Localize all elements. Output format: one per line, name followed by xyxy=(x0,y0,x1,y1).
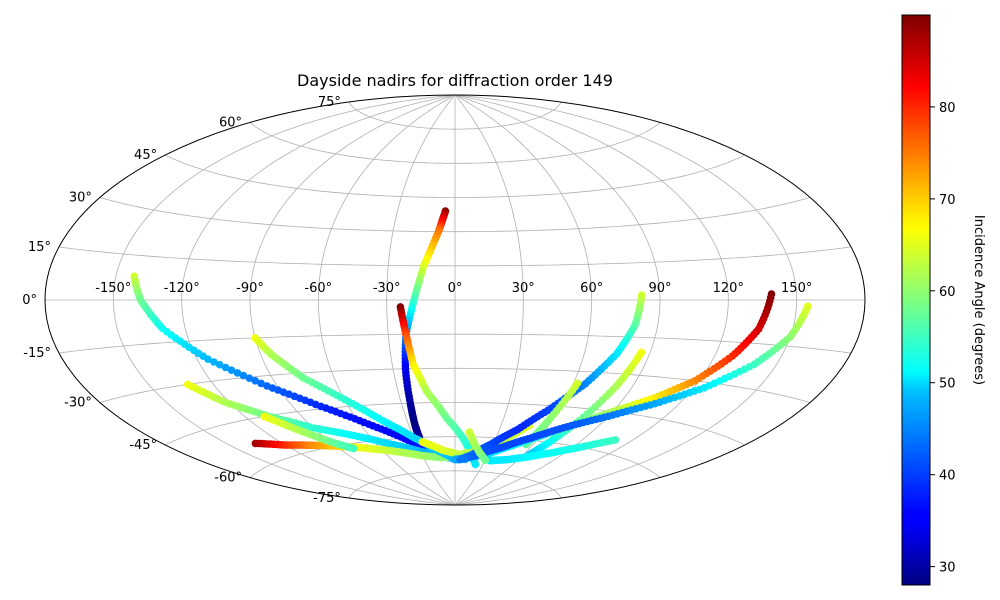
parallel-line xyxy=(249,122,661,164)
longitude-tick-label: 120° xyxy=(713,281,744,296)
nadir-point xyxy=(245,374,254,383)
parallel-line xyxy=(99,197,811,233)
longitude-tick-label: 150° xyxy=(781,281,812,296)
latitude-tick-label: 75° xyxy=(318,95,341,110)
chart-title: Dayside nadirs for diffraction order 149 xyxy=(297,71,613,90)
latitude-tick-label: -45° xyxy=(129,438,157,453)
parallel-line xyxy=(348,470,562,499)
colorbar: 30 40 50 60 70 80 Incidence Angle (degrees) xyxy=(901,14,986,586)
graticule xyxy=(45,95,865,505)
longitude-tick-label: 90° xyxy=(648,281,671,296)
longitude-tick-label: -120° xyxy=(164,281,200,296)
latitude-tick-label: -30° xyxy=(64,396,92,411)
latitude-tick-label: -60° xyxy=(214,471,242,486)
colorbar-tick-label: 30 xyxy=(939,561,956,576)
latitude-tick-label: -15° xyxy=(23,346,51,361)
nadir-point xyxy=(251,377,259,385)
longitude-tick-label: 60° xyxy=(580,281,603,296)
colorbar-tick-label: 40 xyxy=(939,469,956,484)
longitude-tick-label: -150° xyxy=(95,281,131,296)
latitude-tick-label: 45° xyxy=(134,148,157,163)
nadir-point xyxy=(204,355,212,364)
nadir-point xyxy=(471,460,480,469)
colorbar-gradient xyxy=(901,14,931,586)
nadir-point xyxy=(349,444,358,453)
nadir-point xyxy=(233,369,242,377)
colorbar-tick-label: 50 xyxy=(939,377,956,392)
longitude-tick-label: -90° xyxy=(236,281,264,296)
parallel-line xyxy=(58,333,852,354)
parallel-line xyxy=(348,101,562,130)
nadir-point xyxy=(481,456,490,465)
scatter-points xyxy=(130,207,812,469)
latitude-tick-labels: 75° 60° 45° 30° 15° 0° -15° -30° -45° -60° -75° xyxy=(22,95,341,506)
nadir-point xyxy=(239,371,248,380)
longitude-tick-label: -60° xyxy=(304,281,332,296)
latitude-tick-label: 60° xyxy=(219,116,242,131)
nadir-point xyxy=(456,455,464,464)
colorbar-tick-label: 80 xyxy=(939,101,956,116)
longitude-tick-labels: -150° -120° -90° -60° -30° 0° 30° 60° 90° 120° 150… xyxy=(95,281,812,296)
nadir-point xyxy=(221,363,230,372)
longitude-tick-label: -30° xyxy=(373,281,401,296)
nadir-point xyxy=(257,379,265,388)
longitude-tick-label: 30° xyxy=(512,281,535,296)
colorbar-label: Incidence Angle (degrees) xyxy=(971,215,986,385)
colorbar-tick-label: 60 xyxy=(939,285,956,300)
nadir-point xyxy=(215,360,224,369)
nadir-point xyxy=(227,366,236,375)
parallel-line xyxy=(164,154,746,198)
longitude-tick-label: 0° xyxy=(448,281,463,296)
latitude-tick-label: 15° xyxy=(28,240,51,255)
parallel-line xyxy=(249,436,661,478)
parallel-line xyxy=(164,402,746,446)
colorbar-ticks: 30 40 50 60 70 80 xyxy=(930,101,956,576)
nadir-point xyxy=(210,358,218,366)
latitude-tick-label: 30° xyxy=(69,191,92,206)
map-boundary xyxy=(44,94,866,506)
latitude-tick-label: -75° xyxy=(313,491,341,506)
parallel-line xyxy=(58,246,852,267)
latitude-tick-label: 0° xyxy=(22,293,37,308)
colorbar-tick-label: 70 xyxy=(939,193,956,208)
